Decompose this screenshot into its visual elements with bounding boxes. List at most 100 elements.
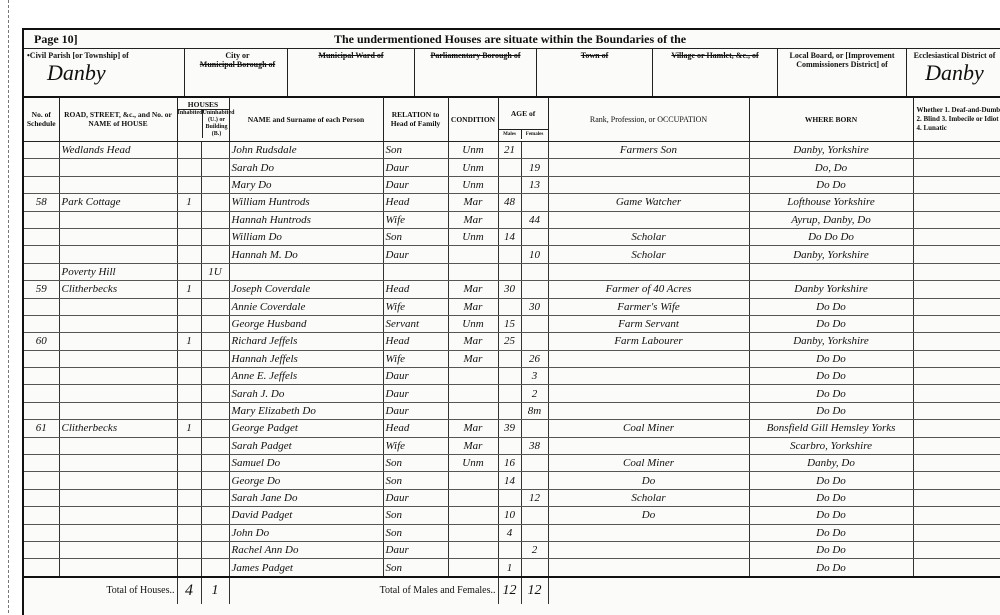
occupation	[548, 158, 750, 177]
age-male: 16	[498, 454, 522, 473]
uninhabited	[201, 541, 230, 560]
relation: Daur	[383, 158, 449, 177]
condition: Unm	[448, 228, 499, 247]
uninhabited	[201, 437, 230, 456]
civil-parish-label: •Civil Parish [or Township] of	[27, 51, 129, 60]
house-name	[59, 158, 178, 177]
age-female: 44	[521, 211, 549, 229]
where-born: Do Do	[749, 506, 914, 525]
occupation	[548, 350, 750, 369]
census-sheet: Page 10] The undermentioned Houses are s…	[22, 28, 1000, 615]
inhabited	[177, 263, 202, 282]
condition: Mar	[448, 419, 499, 438]
house-name	[59, 228, 178, 247]
person-name: William Huntrods	[229, 193, 384, 212]
house-name: Park Cottage	[59, 193, 178, 212]
schedule-number	[24, 176, 60, 195]
house-name	[59, 541, 178, 560]
where-born: Danby Yorkshire	[749, 280, 914, 299]
relation: Wife	[383, 298, 449, 316]
col-infirmity: Whether 1. Deaf-and-Dumb 2. Blind 3. Imb…	[913, 97, 1000, 142]
relation: Son	[383, 524, 449, 542]
where-born: Do, Do	[749, 158, 914, 177]
condition: Mar	[448, 298, 499, 316]
town: Town of	[537, 49, 653, 96]
table-row: David Padget Son 10 Do Do Do	[24, 506, 1000, 525]
age-male: 39	[498, 419, 522, 438]
person-name: William Do	[229, 228, 384, 247]
house-name: Clitherbecks	[59, 280, 178, 299]
where-born: Danby, Yorkshire	[749, 141, 914, 160]
inhabited	[177, 176, 202, 195]
uninhabited	[201, 228, 230, 247]
schedule-number	[24, 454, 60, 473]
col-houses: HOUSES Inhabited Uninhabited (U.) or Buil…	[177, 97, 235, 142]
inhabited: 1	[177, 332, 202, 351]
condition	[448, 524, 499, 542]
uninhabited	[201, 176, 230, 195]
inhabited	[177, 541, 202, 560]
person-name: Hannah Jeffels	[229, 350, 384, 369]
table-row: 61 Clitherbecks 1 George Padget Head Mar 39 Coa…	[24, 419, 1000, 438]
municipal-ward-label: Municipal Ward of	[318, 51, 384, 60]
occupation	[548, 541, 750, 560]
table-row: George Husband Servant Unm 15 Farm Servant Do…	[24, 315, 1000, 334]
house-name	[59, 454, 178, 473]
condition	[448, 541, 499, 560]
where-born: Do Do	[749, 315, 914, 334]
schedule-number	[24, 228, 60, 247]
civil-parish-value: Danby	[47, 60, 106, 85]
total-persons-label: Total of Males and Females..	[229, 575, 499, 604]
age-male: 30	[498, 280, 522, 299]
inhabited	[177, 384, 202, 403]
occupation	[548, 524, 750, 542]
schedule-number	[24, 506, 60, 525]
person-name: James Padget	[229, 558, 384, 578]
infirmity	[913, 280, 1000, 299]
person-name: John Rudsdale	[229, 141, 384, 160]
total-females: 12	[521, 575, 549, 604]
age-female	[521, 506, 549, 525]
table-row: Sarah J. Do Daur 2 Do Do	[24, 384, 1000, 403]
condition: Unm	[448, 176, 499, 195]
table-row: Hannah M. Do Daur 10 Scholar Danby, Yorkshir…	[24, 245, 1000, 264]
inhabited	[177, 141, 202, 160]
house-name	[59, 211, 178, 229]
relation: Daur	[383, 176, 449, 195]
relation	[383, 263, 449, 282]
person-name: George Husband	[229, 315, 384, 334]
house-name	[59, 437, 178, 456]
relation: Wife	[383, 350, 449, 369]
condition	[448, 506, 499, 525]
table-row: Rachel Ann Do Daur 2 Do Do	[24, 541, 1000, 560]
age-female	[521, 332, 549, 351]
infirmity	[913, 419, 1000, 438]
age-male	[498, 384, 522, 403]
house-name	[59, 384, 178, 403]
age-female: 13	[521, 176, 549, 195]
house-name	[59, 176, 178, 195]
schedule-number	[24, 158, 60, 177]
uninhabited	[201, 280, 230, 299]
infirmity	[913, 176, 1000, 195]
person-name: David Padget	[229, 506, 384, 525]
age-label: AGE of	[498, 99, 548, 130]
house-name	[59, 350, 178, 369]
table-row: 59 Clitherbecks 1 Joseph Coverdale Head Mar 30…	[24, 280, 1000, 299]
uninhabited	[201, 211, 230, 229]
schedule-number	[24, 141, 60, 160]
schedule-number	[24, 437, 60, 456]
person-name: Sarah Do	[229, 158, 384, 177]
uninhabited	[201, 454, 230, 473]
infirmity	[913, 193, 1000, 212]
inhabited	[177, 454, 202, 473]
where-born: Do Do	[749, 176, 914, 195]
house-name	[59, 315, 178, 334]
occupation: Scholar	[548, 245, 750, 264]
infirmity	[913, 245, 1000, 264]
occupation: Farmer of 40 Acres	[548, 280, 750, 299]
person-name: Sarah Jane Do	[229, 489, 384, 508]
age-male	[498, 263, 522, 282]
where-born: Lofthouse Yorkshire	[749, 193, 914, 212]
relation: Head	[383, 193, 449, 212]
